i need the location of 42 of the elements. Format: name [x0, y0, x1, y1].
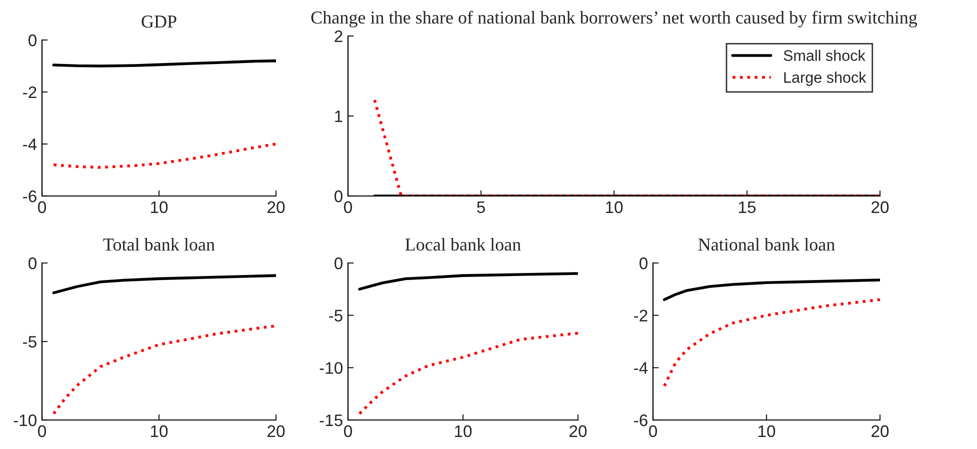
y-tick-label: -10 [320, 362, 342, 374]
x-tick-label: 15 [739, 201, 756, 214]
y-tick-label: -5 [23, 336, 36, 348]
x-tick-label: 0 [344, 425, 352, 438]
legend-label: Large shock [784, 72, 866, 86]
x-tick-label: 20 [872, 201, 889, 214]
y-tick-label: -6 [634, 414, 648, 426]
chart-title: National bank loan [698, 238, 835, 251]
y-tick-label: 2 [334, 30, 342, 42]
chart-title: Total bank loan [103, 238, 215, 251]
x-tick-label: 10 [758, 425, 776, 438]
y-tick-label: 0 [334, 257, 342, 270]
x-tick-label: 20 [872, 425, 889, 438]
x-tick-label: 20 [570, 425, 587, 438]
x-tick-label: 10 [151, 201, 168, 214]
legend-label: Small shock [784, 50, 866, 61]
y-tick-label: 0 [28, 257, 36, 270]
y-tick-label: -5 [329, 310, 342, 322]
y-tick-label: 0 [640, 257, 648, 270]
y-tick-label: -4 [23, 138, 37, 150]
x-tick-label: 20 [268, 201, 285, 214]
chart-title: Local bank loan [405, 238, 521, 251]
x-tick-label: 20 [268, 425, 285, 438]
y-tick-label: 1 [335, 110, 342, 122]
x-tick-label: 10 [455, 425, 472, 438]
y-tick-label: -6 [23, 190, 36, 202]
x-tick-label: 0 [38, 425, 46, 438]
x-tick-label: 0 [649, 425, 657, 438]
x-tick-label: 0 [344, 201, 352, 214]
x-tick-label: 10 [151, 425, 168, 438]
y-tick-label: -4 [634, 362, 648, 374]
y-tick-label: -10 [14, 414, 36, 426]
y-tick-label: -2 [634, 310, 648, 322]
y-tick-label: -2 [23, 86, 36, 98]
y-tick-label: 0 [334, 190, 342, 202]
x-tick-label: 5 [477, 201, 485, 214]
x-tick-label: 10 [606, 201, 623, 214]
chart-title: Change in the share of national bank borrowers’ net worth caused by firm switching [311, 10, 918, 28]
chart-title: GDP [142, 16, 176, 28]
y-tick-label: -15 [320, 414, 342, 426]
x-tick-label: 0 [38, 201, 46, 214]
y-tick-label: 0 [28, 34, 36, 46]
